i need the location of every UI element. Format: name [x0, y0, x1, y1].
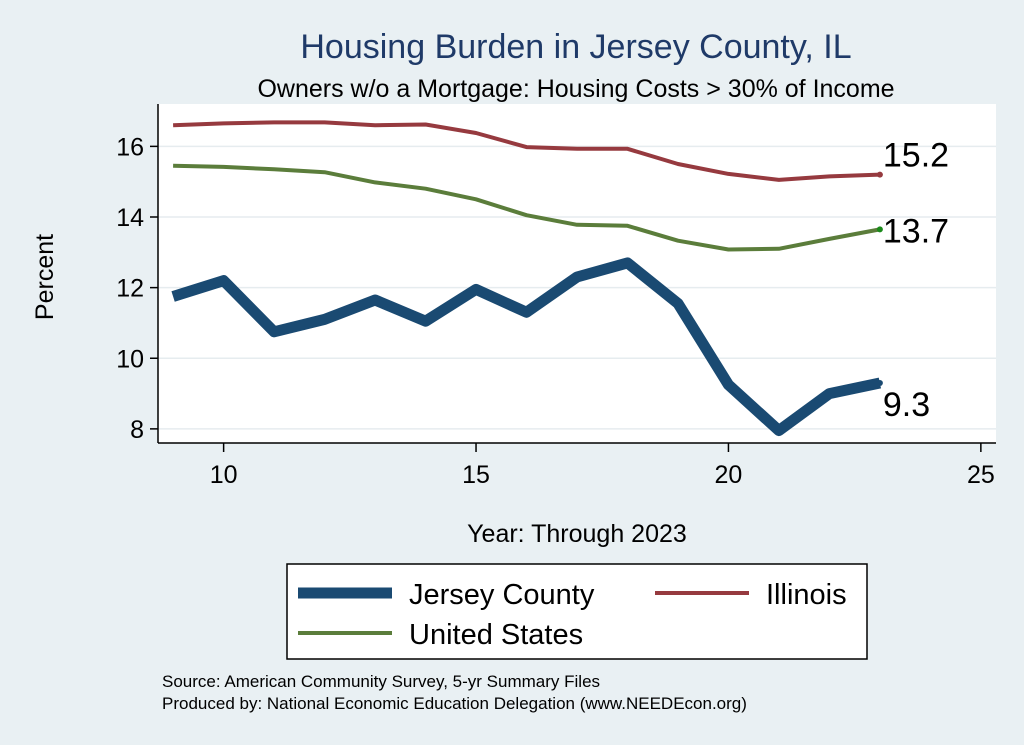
- series-end-point-illinois: [876, 171, 883, 178]
- source-note: Source: American Community Survey, 5-yr …: [162, 672, 600, 691]
- y-tick-label: 14: [116, 204, 144, 232]
- x-axis-label: Year: Through 2023: [467, 520, 687, 548]
- producer-note: Produced by: National Economic Education…: [162, 694, 747, 713]
- x-tick-label: 20: [715, 461, 743, 489]
- y-tick-label: 10: [116, 345, 144, 373]
- legend-label-jersey-county: Jersey County: [409, 579, 595, 611]
- y-tick-label: 12: [116, 275, 144, 303]
- series-end-point-united-states: [876, 226, 883, 233]
- series-line-united-states: [173, 163, 881, 252]
- chart-title: Housing Burden in Jersey County, IL: [300, 28, 851, 66]
- legend-label-illinois: Illinois: [766, 579, 847, 611]
- x-tick-label: 10: [210, 461, 238, 489]
- series-line-illinois: [173, 120, 880, 182]
- x-tick-label: 15: [462, 461, 490, 489]
- end-value-label-illinois: 15.2: [883, 137, 949, 175]
- end-value-label-jersey-county: 9.3: [883, 386, 930, 424]
- chart-subtitle: Owners w/o a Mortgage: Housing Costs > 3…: [257, 75, 894, 103]
- y-tick-label: 8: [130, 416, 144, 444]
- legend: Jersey County Illinois United States: [286, 563, 868, 660]
- legend-box: [286, 563, 868, 660]
- series-lines: [171, 120, 883, 437]
- end-labels: 15.2 13.7 9.3: [883, 137, 949, 424]
- series-line-jersey-county: [171, 257, 882, 437]
- axes: 8 10 12 14 16 10 15 20 25: [116, 104, 996, 489]
- x-tick-label: 25: [967, 461, 995, 489]
- grid-lines: [158, 145, 996, 430]
- legend-label-united-states: United States: [409, 619, 583, 651]
- end-value-label-united-states: 13.7: [883, 212, 949, 250]
- y-tick-label: 16: [116, 133, 144, 161]
- y-axis-label: Percent: [31, 234, 59, 320]
- series-end-point-jersey-county: [876, 379, 883, 386]
